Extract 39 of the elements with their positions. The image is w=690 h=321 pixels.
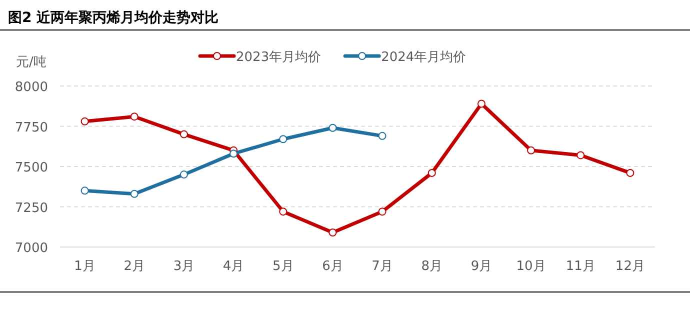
point — [378, 208, 386, 216]
point — [130, 190, 138, 198]
y-tick-label: 7750 — [14, 120, 48, 136]
point — [279, 208, 288, 216]
chart-title: 图2 近两年聚丙烯月均价走势对比 — [8, 9, 219, 26]
point — [230, 150, 238, 158]
y-axis-title: 元/吨 — [16, 55, 46, 70]
point — [378, 132, 386, 140]
point — [527, 146, 536, 154]
point — [130, 112, 138, 121]
x-tick-label: 11月 — [566, 259, 596, 274]
legend-label: 2023年月均价 — [236, 50, 322, 65]
x-tick-label: 8月 — [421, 259, 443, 274]
x-tick-label: 6月 — [322, 259, 344, 274]
y-tick-label: 7250 — [14, 200, 48, 216]
x-tick-label: 7月 — [372, 259, 393, 274]
x-tick-label: 10月 — [516, 259, 546, 274]
x-tick-label: 9月 — [470, 259, 492, 274]
point — [576, 151, 585, 160]
x-tick-label: 12月 — [615, 259, 645, 274]
y-tick-label: 8000 — [14, 80, 48, 95]
point — [328, 124, 337, 132]
x-tick-label: 3月 — [173, 259, 195, 274]
point — [180, 130, 188, 138]
point — [80, 186, 89, 195]
x-tick-label: 1月 — [74, 259, 96, 274]
x-tick-label: 5月 — [272, 259, 294, 274]
legend-label: 2024年月均价 — [381, 50, 466, 65]
y-tick-label: 7000 — [14, 241, 48, 256]
point — [626, 168, 634, 177]
point — [477, 100, 486, 108]
x-tick-label: 2月 — [124, 259, 146, 274]
point — [428, 168, 436, 177]
point — [328, 228, 337, 237]
y-tick-label: 7500 — [14, 160, 48, 176]
x-tick-label: 4月 — [222, 259, 244, 274]
point — [279, 135, 288, 144]
point — [180, 170, 188, 179]
point — [80, 117, 89, 126]
